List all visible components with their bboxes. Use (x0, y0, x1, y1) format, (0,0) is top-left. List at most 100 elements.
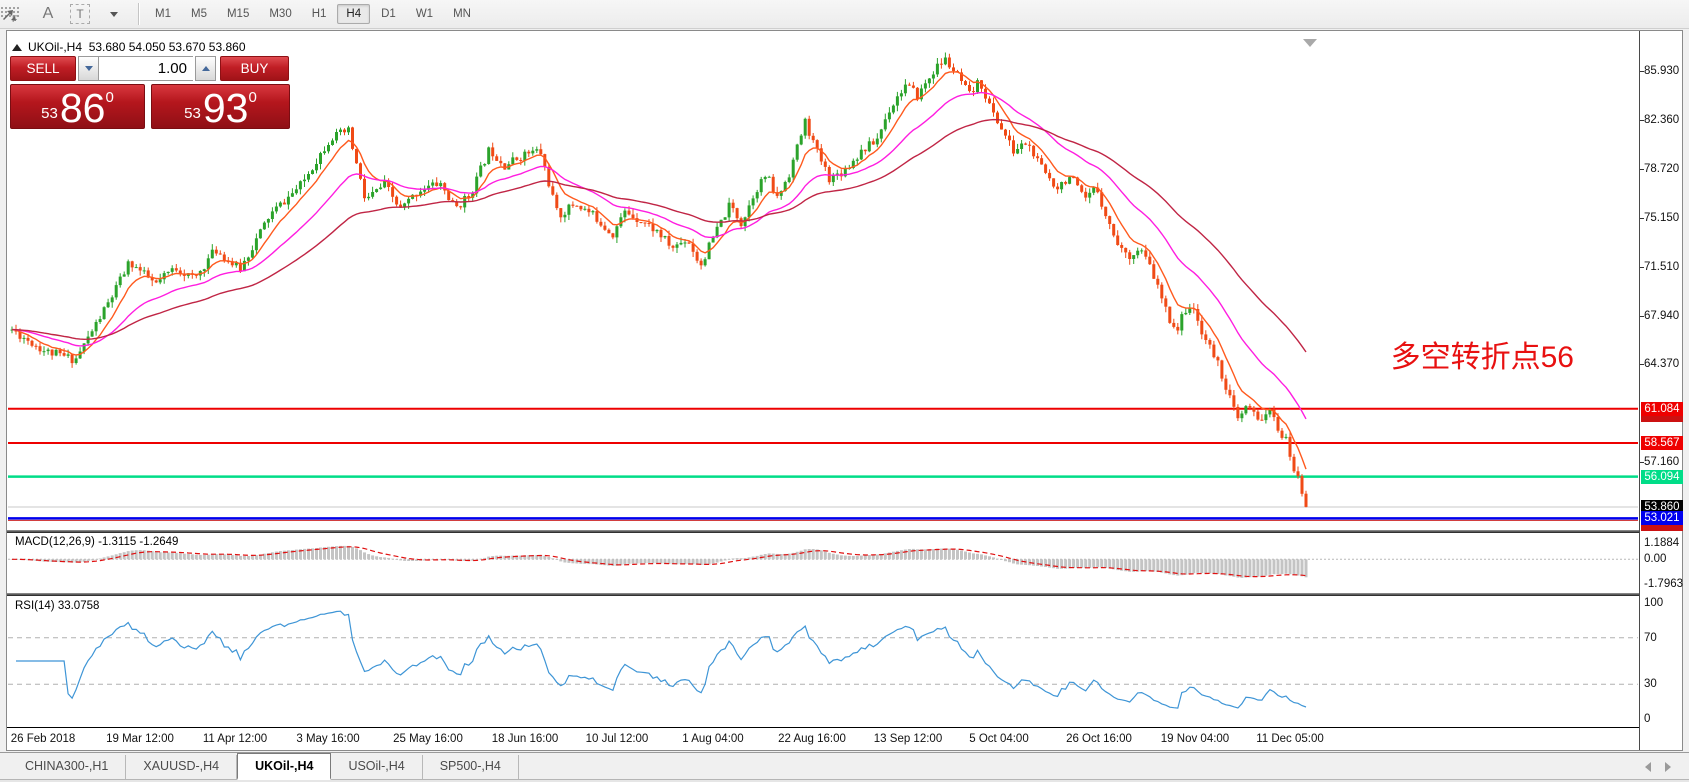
buy-price-big: 93 (202, 85, 249, 131)
chart-window: 26 Feb 2018 19 Mar 12:00 11 Apr 12:00 3 May… (6, 30, 1683, 751)
timeframe-M5[interactable]: M5 (190, 8, 207, 20)
rsi-axis-label: 0 (1644, 713, 1651, 725)
price-level-badge: 53.021 (1641, 511, 1683, 526)
axis-tick (1640, 217, 1644, 219)
text-tool-button[interactable]: A (42, 5, 54, 22)
spinner-down-icon (84, 66, 93, 71)
date-label: 3 May 16:00 (296, 733, 360, 745)
rsi-axis-label: 30 (1644, 678, 1657, 691)
price-axis-label: 75.150 (1644, 211, 1680, 224)
arrows-tool-button[interactable] (3, 2, 125, 26)
chart-symbol-label: UKOil-,H4 (28, 40, 83, 54)
timeframe-group: M1 M5 M15 M30 H1 H4 D1 W1 MN (145, 4, 481, 24)
date-label: 26 Feb 2018 (10, 733, 76, 745)
chart-tabbar: CHINA300-,H1 XAUUSD-,H4 UKOil-,H4 USOil-,H4… (0, 752, 1689, 780)
price-level-badge: 61.084 (1641, 401, 1683, 416)
chart-ohlc-values: 53.680 54.050 53.670 53.860 (88, 40, 246, 54)
panel-separator[interactable] (7, 530, 1682, 533)
price-level-badge: 56.094 (1641, 469, 1683, 484)
covered-price-badge (1641, 525, 1683, 532)
collapse-trade-panel-icon[interactable] (12, 44, 22, 51)
tab-scroll-left-icon[interactable] (1645, 762, 1651, 772)
timeframe-H1[interactable]: H1 (311, 8, 327, 20)
rsi-panel-canvas[interactable] (8, 596, 1638, 727)
date-axis[interactable]: 26 Feb 2018 19 Mar 12:00 11 Apr 12:00 3 May… (7, 727, 1682, 750)
date-label: 19 Nov 04:00 (1160, 733, 1230, 745)
date-label: 18 Jun 16:00 (491, 733, 559, 745)
axis-tick (1640, 169, 1644, 170)
sell-price-panel[interactable]: 53 86 0 (10, 84, 145, 129)
timeframe-M1[interactable]: M1 (155, 8, 171, 20)
volume-decrease-button[interactable] (78, 56, 99, 81)
rsi-axis-label: 70 (1644, 631, 1657, 644)
date-label: 5 Oct 04:00 (969, 733, 1029, 745)
macd-panel-canvas[interactable] (8, 533, 1638, 593)
sell-button[interactable]: SELL (10, 56, 76, 81)
timeframe-D1[interactable]: D1 (381, 8, 396, 20)
tab-ukoil-h4[interactable]: UKOil-,H4 (237, 753, 332, 780)
date-label: 19 Mar 12:00 (106, 733, 174, 745)
axis-tick (1640, 267, 1644, 269)
rsi-axis-label: 100 (1644, 597, 1664, 609)
chevron-down-icon (110, 11, 118, 17)
price-level-badge: 53.860 (1641, 499, 1683, 514)
price-axis-label: 57.160 (1644, 456, 1680, 469)
status-strip (0, 779, 1689, 782)
axis-tick (1640, 119, 1644, 121)
axis-tick (1640, 70, 1644, 72)
text-label-tool-button[interactable]: T (67, 2, 93, 26)
one-click-trading-widget: SELL BUY 53 86 0 53 93 0 (10, 56, 293, 129)
chart-annotation-text[interactable]: 多空转折点56 (1390, 341, 1574, 374)
volume-increase-button[interactable] (195, 56, 216, 81)
date-label: 22 Aug 16:00 (778, 733, 846, 745)
buy-price-panel[interactable]: 53 93 0 (151, 84, 290, 129)
buy-price-prefix: 53 (184, 105, 201, 122)
timeframe-W1[interactable]: W1 (415, 8, 434, 20)
spinner-up-icon (201, 66, 210, 71)
tab-xauusd-h4[interactable]: XAUUSD-,H4 (126, 755, 238, 779)
axis-tick (1640, 462, 1644, 464)
toolbar-separator (138, 3, 139, 25)
chart-title: UKOil-,H4 53.680 54.050 53.670 53.860 (12, 40, 246, 54)
chart-shift-marker-icon[interactable] (1303, 39, 1317, 47)
axis-tick (1640, 315, 1644, 317)
price-level-badge: 58.567 (1641, 435, 1683, 450)
price-axis-label: 67.940 (1644, 309, 1680, 322)
main-chart-canvas[interactable] (8, 32, 1638, 530)
price-axis-label: 78.720 (1644, 163, 1680, 175)
date-label: 26 Oct 16:00 (1066, 733, 1132, 745)
timeframe-M15[interactable]: M15 (226, 8, 250, 20)
date-label: 11 Dec 05:00 (1256, 733, 1324, 745)
date-label: 1 Aug 04:00 (682, 733, 744, 745)
volume-input[interactable] (99, 56, 193, 81)
tab-china300-h1[interactable]: CHINA300-,H1 (8, 755, 127, 779)
macd-axis-label: 1.1884 (1644, 536, 1680, 549)
date-label: 11 Apr 12:00 (202, 733, 268, 745)
text-label-icon: T (70, 4, 90, 24)
price-axis[interactable]: 85.930 82.360 78.720 75.150 71.510 67.940 64.3… (1639, 31, 1683, 750)
covered-price-badge (1641, 415, 1683, 422)
timeframe-H4[interactable]: H4 (337, 4, 371, 24)
panel-separator[interactable] (7, 593, 1682, 596)
sell-price-big: 86 (59, 85, 106, 131)
price-axis-label: 82.360 (1644, 113, 1680, 126)
date-label: 13 Sep 12:00 (873, 733, 943, 745)
timeframe-MN[interactable]: MN (453, 8, 471, 20)
arrows-icon (3, 10, 16, 21)
rsi-label: RSI(14) 33.0758 (15, 600, 100, 612)
tab-sp500-h4[interactable]: SP500-,H4 (423, 755, 519, 779)
buy-price-sup: 0 (248, 89, 257, 106)
macd-axis-label: 0.00 (1644, 553, 1667, 566)
date-label: 25 May 16:00 (393, 733, 463, 745)
tab-scroll-controls (1645, 762, 1671, 772)
macd-label: MACD(12,26,9) -1.3115 -1.2649 (15, 536, 179, 548)
tab-scroll-right-icon[interactable] (1665, 762, 1671, 772)
sell-price-sup: 0 (105, 89, 114, 106)
price-axis-label: 85.930 (1644, 64, 1680, 77)
buy-button[interactable]: BUY (220, 56, 289, 81)
tab-usoil-h4[interactable]: USOil-,H4 (331, 755, 423, 779)
timeframe-M30[interactable]: M30 (269, 8, 292, 20)
sell-price-prefix: 53 (41, 105, 58, 122)
